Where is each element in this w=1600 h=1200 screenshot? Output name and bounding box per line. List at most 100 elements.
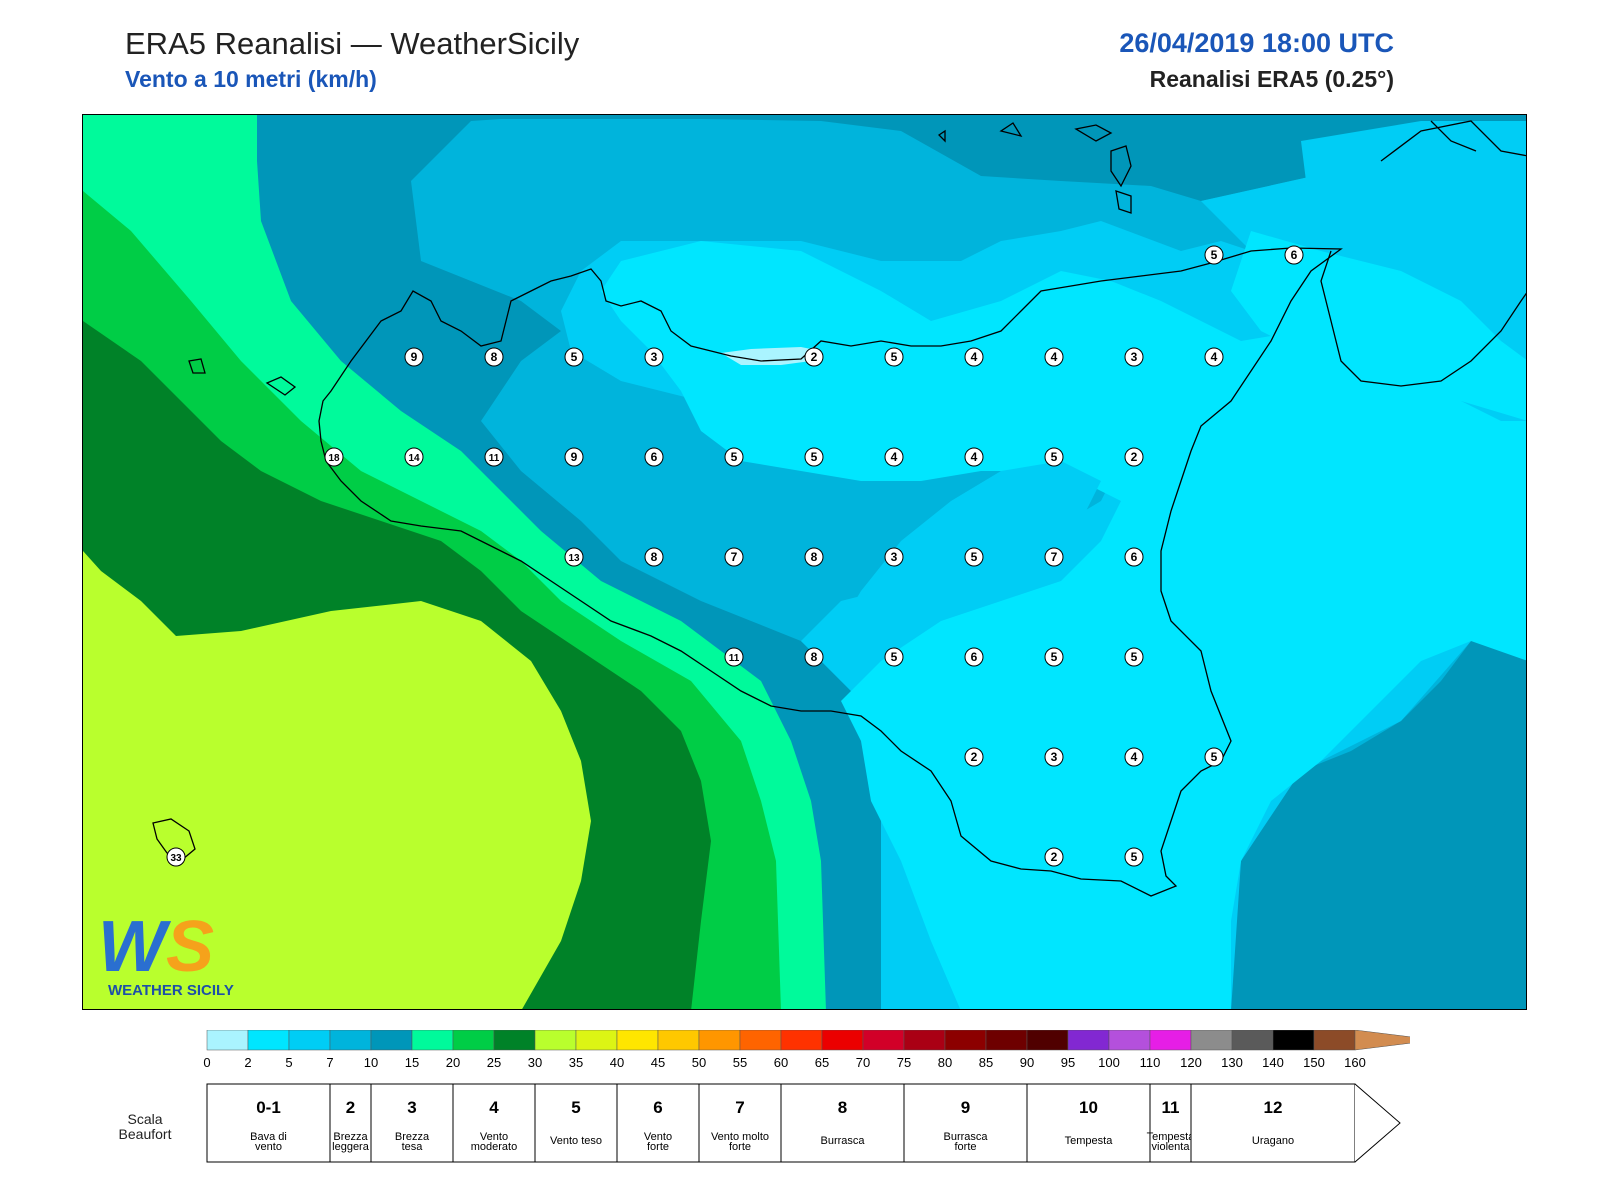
colorbar-bin (780, 1030, 823, 1051)
station-marker: 3 (1124, 347, 1144, 367)
beaufort-force: 10 (1079, 1098, 1098, 1117)
station-value: 5 (1131, 850, 1138, 864)
station-value: 9 (411, 350, 418, 364)
station-value: 7 (731, 550, 738, 564)
station-value: 6 (1131, 550, 1138, 564)
station-marker: 5 (1204, 245, 1224, 265)
colorbar-tick: 60 (774, 1055, 788, 1070)
colorbar-bin (657, 1030, 700, 1051)
colorbar-tick: 10 (364, 1055, 378, 1070)
valid-datetime: 26/04/2019 18:00 UTC (1119, 28, 1394, 58)
logo-text: WEATHER SICILY (108, 982, 234, 999)
station-marker: 5 (964, 547, 984, 567)
station-marker: 3 (644, 347, 664, 367)
station-marker: 4 (884, 447, 904, 467)
beaufort-force: 7 (735, 1098, 744, 1117)
colorbar-tick: 20 (446, 1055, 460, 1070)
colorbar-tick: 30 (528, 1055, 542, 1070)
station-marker: 5 (724, 447, 744, 467)
station-marker: 5 (1044, 447, 1064, 467)
station-value: 33 (170, 853, 182, 864)
station-marker: 2 (1124, 447, 1144, 467)
station-marker: 6 (964, 647, 984, 667)
station-value: 2 (1051, 850, 1058, 864)
colorbar-bin (1313, 1030, 1356, 1051)
station-marker: 8 (804, 647, 824, 667)
colorbar-tick: 160 (1344, 1055, 1366, 1070)
colorbar-bin (1272, 1030, 1315, 1051)
station-marker: 5 (804, 447, 824, 467)
station-value: 8 (811, 550, 818, 564)
station-marker: 5 (1124, 647, 1144, 667)
beaufort-class (1190, 1083, 1356, 1163)
station-marker: 14 (404, 447, 424, 467)
colorbar-bin (247, 1030, 290, 1051)
beaufort-class (452, 1083, 536, 1163)
colorbar-tick: 120 (1180, 1055, 1202, 1070)
beaufort-name: Brezza tesa (395, 1131, 430, 1153)
beaufort-name: Brezza leggera (332, 1131, 370, 1153)
station-value: 13 (568, 553, 580, 564)
wind-speed-fill (83, 115, 1526, 1009)
station-marker: 5 (1204, 747, 1224, 767)
beaufort-class (1149, 1083, 1192, 1163)
colorbar-bin (616, 1030, 659, 1051)
colorbar-tick: 5 (285, 1055, 292, 1070)
station-marker: 6 (1124, 547, 1144, 567)
station-marker: 8 (484, 347, 504, 367)
station-marker: 4 (1204, 347, 1224, 367)
colorbar-bin (903, 1030, 946, 1051)
station-value: 11 (489, 453, 500, 464)
beaufort-name: Vento moderato (471, 1131, 517, 1153)
colorbar-tick: 35 (569, 1055, 583, 1070)
station-value: 2 (971, 750, 978, 764)
colorbar-bin (821, 1030, 864, 1051)
colorbar-tick: 130 (1221, 1055, 1243, 1070)
colorbar-arrow (1354, 1030, 1410, 1051)
station-value: 5 (571, 350, 578, 364)
colorbar-bin (862, 1030, 905, 1051)
station-value: 5 (731, 450, 738, 464)
colorbar-bin (1067, 1030, 1110, 1051)
beaufort-force: 0-1 (256, 1098, 281, 1117)
colorbar-bin (739, 1030, 782, 1051)
beaufort-class (534, 1083, 618, 1163)
logo-letters: WS (98, 907, 214, 987)
colorbar-tick: 15 (405, 1055, 419, 1070)
station-value: 7 (1051, 550, 1058, 564)
station-marker: 3 (1044, 747, 1064, 767)
colorbar-tick: 40 (610, 1055, 624, 1070)
station-marker: 5 (884, 347, 904, 367)
colorbar-bin (1231, 1030, 1274, 1051)
station-value: 8 (491, 350, 498, 364)
station-marker: 8 (804, 547, 824, 567)
station-value: 5 (811, 450, 818, 464)
station-value: 6 (971, 650, 978, 664)
station-marker: 5 (564, 347, 584, 367)
colorbar-bin (288, 1030, 331, 1051)
weather-sicily-logo: WS WEATHER SICILY (98, 907, 234, 999)
colorbar-tick: 140 (1262, 1055, 1284, 1070)
colorbar-tick: 45 (651, 1055, 665, 1070)
beaufort-force: 9 (961, 1098, 970, 1117)
map-subtitle: Vento a 10 metri (km/h) (125, 66, 377, 92)
station-marker: 13 (564, 547, 584, 567)
station-value: 5 (891, 350, 898, 364)
station-value: 5 (891, 650, 898, 664)
station-value: 5 (1051, 450, 1058, 464)
station-marker: 7 (724, 547, 744, 567)
station-value: 5 (971, 550, 978, 564)
wind-map[interactable]: 9 8 5 3 2 5 4 4 3 4 18 14 11 9 6 5 5 4 4 5 2 13 8 7 8 3 5 7 6 11 8 5 6 5 5… (82, 114, 1527, 1010)
beaufort-name: Vento forte (644, 1131, 672, 1153)
colorbar-tick: 110 (1140, 1055, 1161, 1070)
station-marker: 2 (1044, 847, 1064, 867)
station-value: 6 (651, 450, 658, 464)
station-value: 5 (1131, 650, 1138, 664)
beaufort-name: Uragano (1252, 1135, 1294, 1147)
beaufort-class (616, 1083, 700, 1163)
colorbar-tick: 7 (326, 1055, 333, 1070)
colorbar-tick: 85 (979, 1055, 993, 1070)
station-marker: 2 (804, 347, 824, 367)
colorbar-bin (1108, 1030, 1151, 1051)
coastline (152, 120, 1526, 897)
